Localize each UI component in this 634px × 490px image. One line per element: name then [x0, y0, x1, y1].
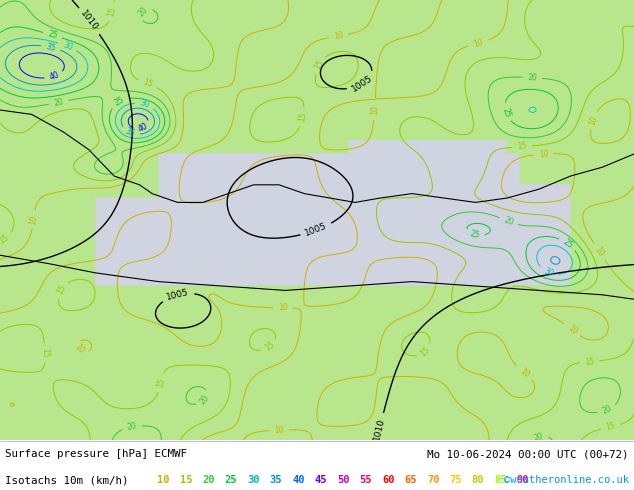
Text: 20: 20 [126, 421, 138, 432]
Text: 70: 70 [427, 475, 439, 485]
Text: 60: 60 [382, 475, 394, 485]
Text: 25: 25 [561, 237, 574, 250]
Text: 65: 65 [404, 475, 417, 485]
Text: 10: 10 [538, 149, 548, 159]
Text: 10: 10 [587, 114, 599, 126]
Text: 35: 35 [124, 127, 136, 139]
Text: 10: 10 [472, 37, 484, 49]
Text: 1005: 1005 [165, 288, 190, 302]
Text: 75: 75 [450, 475, 462, 485]
Text: 15: 15 [517, 142, 527, 151]
Text: 30: 30 [542, 267, 555, 278]
Text: ©weatheronline.co.uk: ©weatheronline.co.uk [504, 475, 629, 485]
Text: 15: 15 [313, 59, 325, 72]
Text: 85: 85 [495, 475, 507, 485]
Text: Mo 10-06-2024 00:00 UTC (00+72): Mo 10-06-2024 00:00 UTC (00+72) [427, 449, 629, 459]
Text: 20: 20 [53, 97, 65, 108]
Text: 10: 10 [157, 475, 170, 485]
Text: 15: 15 [107, 6, 117, 18]
Text: 15: 15 [141, 78, 154, 90]
Text: 15: 15 [55, 284, 68, 296]
Text: 1010: 1010 [79, 9, 100, 33]
Text: Surface pressure [hPa] ECMWF: Surface pressure [hPa] ECMWF [5, 449, 187, 459]
Text: 25: 25 [224, 475, 237, 485]
Text: 30: 30 [61, 40, 74, 52]
Text: 80: 80 [472, 475, 484, 485]
Text: 15: 15 [264, 340, 276, 353]
Text: 10: 10 [278, 303, 288, 313]
Text: 15: 15 [419, 345, 432, 358]
Text: 1005: 1005 [304, 222, 328, 238]
Text: 10: 10 [518, 366, 531, 379]
Text: 25: 25 [500, 106, 512, 119]
Text: 20: 20 [198, 392, 211, 406]
Text: 10: 10 [274, 425, 284, 435]
Text: 25: 25 [469, 229, 481, 240]
Text: 20: 20 [136, 5, 150, 18]
Text: 50: 50 [337, 475, 349, 485]
Text: 1005: 1005 [350, 74, 374, 94]
Text: 20: 20 [533, 431, 545, 442]
Text: 20: 20 [202, 475, 215, 485]
Text: 20: 20 [502, 215, 515, 227]
Text: 35: 35 [269, 475, 282, 485]
Text: 10: 10 [593, 245, 606, 258]
Text: 40: 40 [292, 475, 304, 485]
Text: 90: 90 [517, 475, 529, 485]
Text: 45: 45 [314, 475, 327, 485]
Text: 40: 40 [48, 71, 60, 82]
Text: 15: 15 [0, 233, 10, 245]
Text: 15: 15 [40, 348, 49, 358]
Text: 15: 15 [297, 111, 308, 122]
Text: 15: 15 [155, 377, 167, 389]
Text: 10: 10 [370, 105, 379, 115]
Text: 20: 20 [601, 404, 613, 416]
Text: 30: 30 [139, 99, 150, 110]
Text: 25: 25 [46, 29, 58, 41]
Text: 55: 55 [359, 475, 372, 485]
Text: 10: 10 [566, 323, 579, 336]
Text: 10: 10 [333, 31, 344, 41]
Text: 15: 15 [180, 475, 192, 485]
Text: 35: 35 [45, 42, 56, 53]
Text: 15: 15 [585, 357, 595, 367]
Text: 40: 40 [137, 122, 150, 134]
Text: 20: 20 [527, 73, 538, 82]
Text: 25: 25 [113, 96, 126, 108]
Text: 1010: 1010 [372, 417, 387, 441]
Text: 15: 15 [605, 421, 616, 432]
Text: 10: 10 [29, 214, 39, 225]
Text: 10: 10 [73, 343, 86, 356]
Text: 30: 30 [247, 475, 260, 485]
Text: Isotachs 10m (km/h): Isotachs 10m (km/h) [5, 475, 129, 485]
